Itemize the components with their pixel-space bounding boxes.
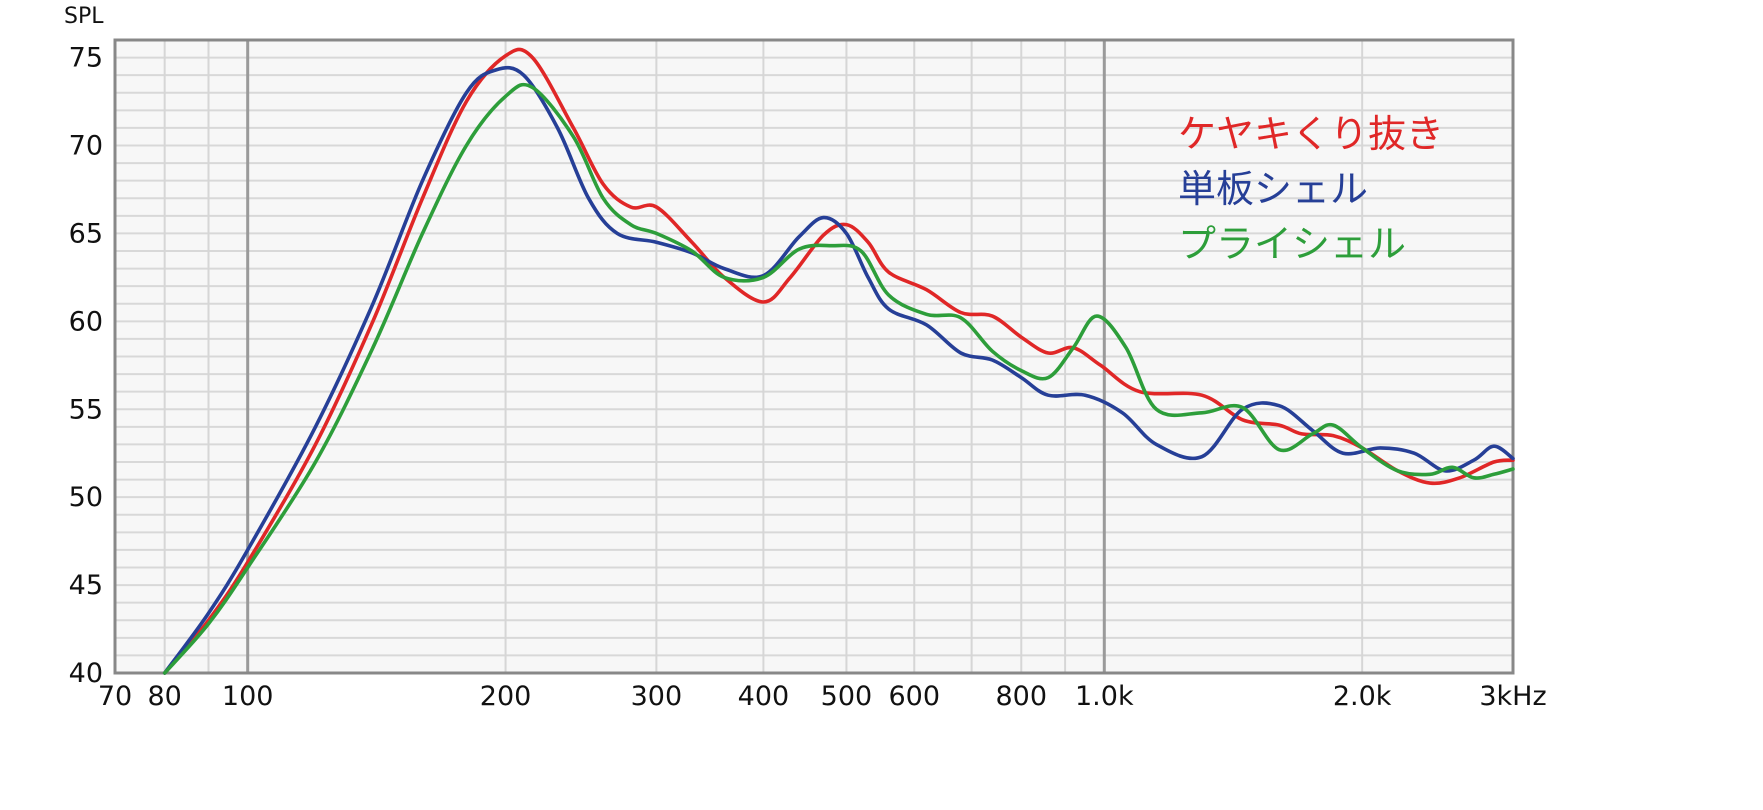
legend-entry-tanban-shell: 単板シェル (1178, 167, 1368, 211)
x-tick-labels: 70 80 100 200 300 400 500 600 800 1.0k 2.0k 3kHz (98, 681, 1547, 712)
x-tick-label: 300 (631, 681, 683, 712)
x-tick-label: 400 (738, 681, 790, 712)
x-tick-label: 200 (480, 681, 532, 712)
legend-entry-keyaki: ケヤキくり抜き (1178, 112, 1444, 156)
x-tick-label: 3kHz (1479, 681, 1546, 712)
y-tick-label: 70 (69, 131, 103, 162)
x-tick-label: 1.0k (1075, 681, 1134, 712)
x-tick-label: 70 (98, 681, 132, 712)
plot-frame (113, 38, 1515, 675)
y-tick-label: 60 (69, 306, 103, 337)
y-tick-label: 65 (69, 218, 103, 249)
x-tick-label: 800 (996, 681, 1048, 712)
y-tick-label: 45 (69, 570, 103, 601)
y-axis-title: SPL (64, 4, 104, 29)
x-tick-label: 500 (821, 681, 873, 712)
x-tick-label: 600 (888, 681, 940, 712)
legend-entry-ply-shell: プライシェル (1178, 222, 1406, 266)
y-tick-label: 75 (69, 43, 103, 74)
series-line-keyaki (162, 47, 1515, 675)
y-tick-label: 40 (69, 658, 103, 689)
x-tick-label: 100 (222, 681, 274, 712)
y-tick-labels: 40 45 50 55 60 65 70 75 (69, 43, 103, 689)
series-layer (162, 47, 1515, 675)
y-tick-label: 55 (69, 394, 103, 425)
x-tick-label: 2.0k (1333, 681, 1392, 712)
y-tick-label: 50 (69, 482, 103, 513)
series-line-ply-shell (162, 82, 1515, 675)
x-tick-label: 80 (147, 681, 181, 712)
